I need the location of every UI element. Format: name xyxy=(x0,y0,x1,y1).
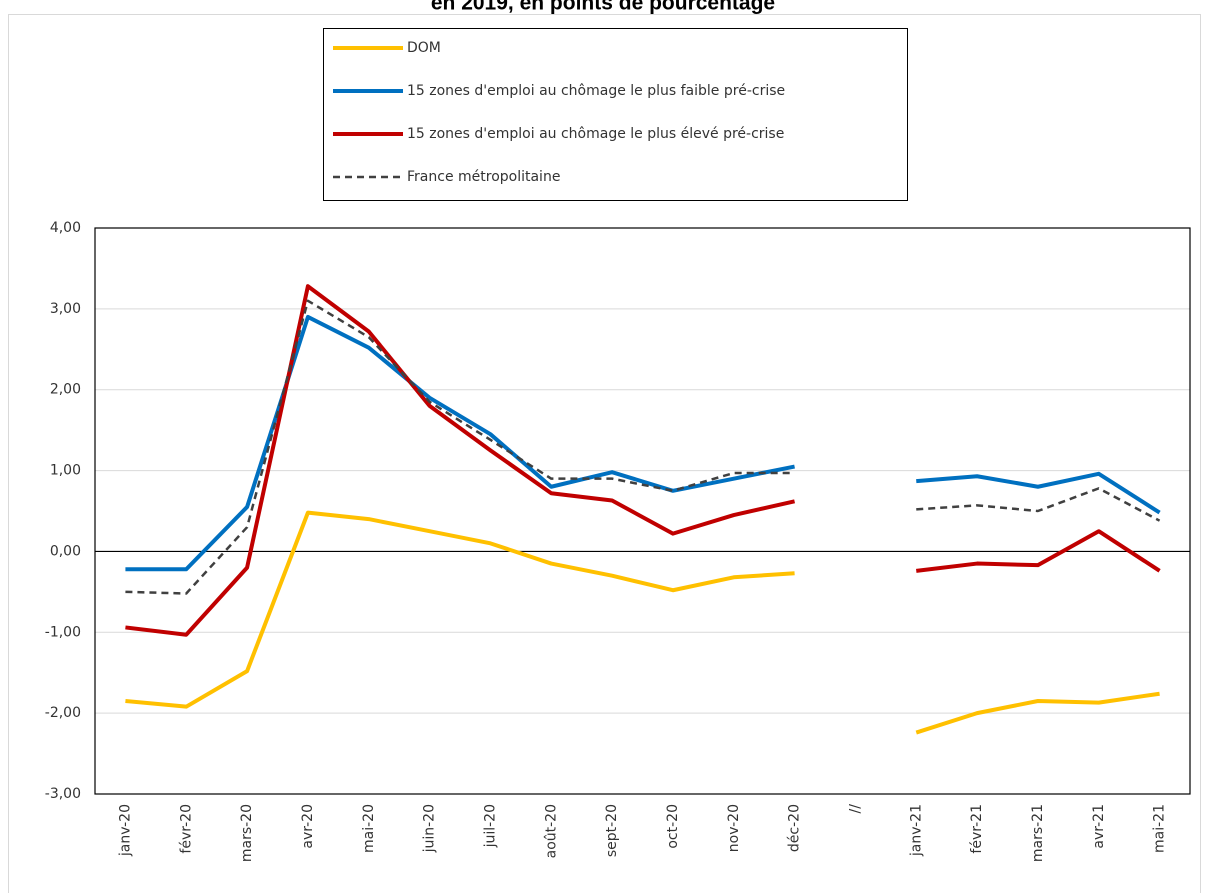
y-tick-label: 4,00 xyxy=(50,220,81,236)
x-tick-label: janv-20 xyxy=(117,804,133,857)
y-tick-label: -2,00 xyxy=(45,705,81,721)
x-tick-label: mai-20 xyxy=(361,804,377,853)
y-tick-label: -1,00 xyxy=(45,624,81,640)
x-tick-label: févr-20 xyxy=(178,804,194,854)
legend-box xyxy=(323,28,908,201)
legend-label: 15 zones d'emploi au chômage le plus éle… xyxy=(407,126,784,142)
legend-label: France métropolitaine xyxy=(407,169,560,185)
x-tick-label: déc-20 xyxy=(787,804,803,852)
series-line xyxy=(125,299,1161,595)
x-tick-label: janv-21 xyxy=(908,804,924,857)
x-tick-label: avr-20 xyxy=(300,804,316,849)
x-tick-label: oct-20 xyxy=(665,804,681,849)
x-tick-label: mars-20 xyxy=(239,804,255,862)
y-tick-label: 3,00 xyxy=(50,301,81,317)
legend-label: DOM xyxy=(407,40,441,56)
y-tick-label: -3,00 xyxy=(45,786,81,802)
series-line xyxy=(125,510,1160,735)
y-tick-label: 2,00 xyxy=(50,382,81,398)
series-line xyxy=(125,284,1161,637)
legend-label: 15 zones d'emploi au chômage le plus fai… xyxy=(407,83,785,99)
x-tick-label: // xyxy=(847,804,863,814)
x-tick-label: juil-20 xyxy=(482,804,498,848)
plot-frame xyxy=(94,227,1191,795)
x-tick-label: févr-21 xyxy=(969,804,985,854)
chart-title: en 2019, en points de pourcentage xyxy=(431,0,775,15)
x-tick-label: août-20 xyxy=(543,804,559,858)
x-tick-label: nov-20 xyxy=(726,804,742,852)
y-tick-label: 1,00 xyxy=(50,463,81,479)
x-tick-label: sept-20 xyxy=(604,804,620,857)
x-tick-label: juin-20 xyxy=(422,804,438,853)
x-tick-label: avr-21 xyxy=(1091,804,1107,849)
x-tick-label: mars-21 xyxy=(1030,804,1046,862)
y-tick-label: 0,00 xyxy=(50,543,81,559)
x-tick-label: mai-21 xyxy=(1152,804,1168,853)
